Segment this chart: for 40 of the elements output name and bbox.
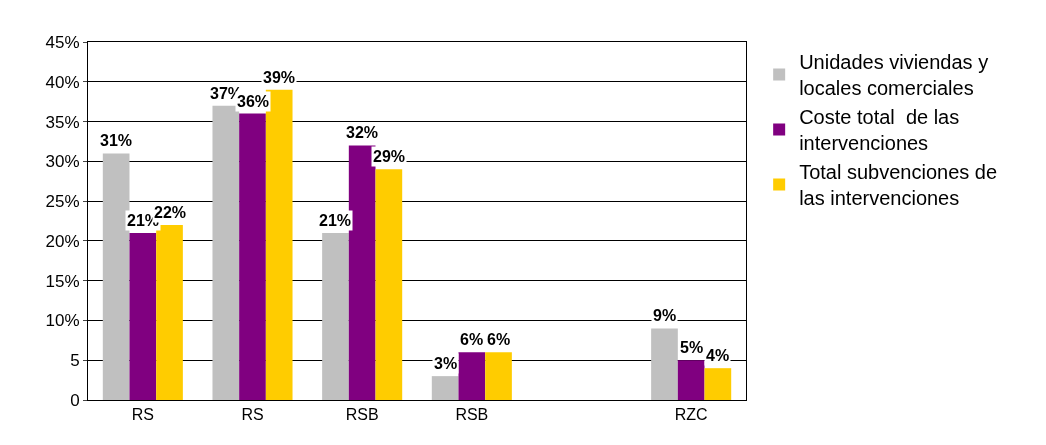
y-tick-label: 35% bbox=[45, 112, 80, 132]
y-tick-label: 15% bbox=[45, 271, 80, 291]
y-tick-label: 20% bbox=[45, 231, 80, 251]
data-label: 6% bbox=[487, 331, 511, 348]
bar bbox=[212, 105, 240, 400]
y-tick-label: 5 bbox=[70, 351, 80, 371]
y-tick-label: 10% bbox=[45, 311, 80, 331]
y-tick-label: 45% bbox=[45, 32, 80, 52]
bar bbox=[375, 169, 403, 400]
bar bbox=[156, 224, 183, 400]
bar bbox=[651, 328, 678, 400]
legend-label: Total subvenciones de las intervenciones bbox=[799, 161, 998, 210]
bar bbox=[677, 360, 705, 400]
bar bbox=[458, 352, 486, 400]
data-label: 21% bbox=[319, 212, 352, 229]
bar bbox=[485, 352, 512, 400]
y-tick-label: 0 bbox=[70, 390, 80, 410]
data-label: 39% bbox=[263, 69, 296, 86]
y-tick-label: 40% bbox=[45, 72, 80, 92]
y-tick-label: 30% bbox=[45, 152, 80, 172]
x-tick-label: RSB bbox=[345, 406, 379, 424]
data-label: 6% bbox=[460, 331, 484, 348]
data-label: 4% bbox=[706, 347, 730, 364]
x-tick-label: RS bbox=[241, 406, 264, 424]
y-tick-label: 25% bbox=[45, 192, 80, 212]
bar bbox=[322, 232, 349, 400]
data-label: 3% bbox=[434, 355, 458, 372]
data-label: 32% bbox=[346, 124, 379, 141]
bar bbox=[129, 232, 157, 400]
x-tick-label: RS bbox=[131, 406, 154, 424]
legend-label: Coste total de las intervenciones bbox=[799, 106, 960, 155]
bar bbox=[431, 376, 459, 400]
x-tick-label: RZC bbox=[674, 406, 708, 424]
bar bbox=[239, 113, 266, 400]
data-label: 5% bbox=[680, 339, 704, 356]
data-label: 31% bbox=[100, 132, 133, 149]
legend-label: Unidades viviendas y locales comerciales bbox=[799, 51, 989, 100]
x-tick-label: RSB bbox=[455, 406, 489, 424]
data-label: 9% bbox=[653, 307, 677, 324]
data-label: 29% bbox=[373, 148, 406, 165]
